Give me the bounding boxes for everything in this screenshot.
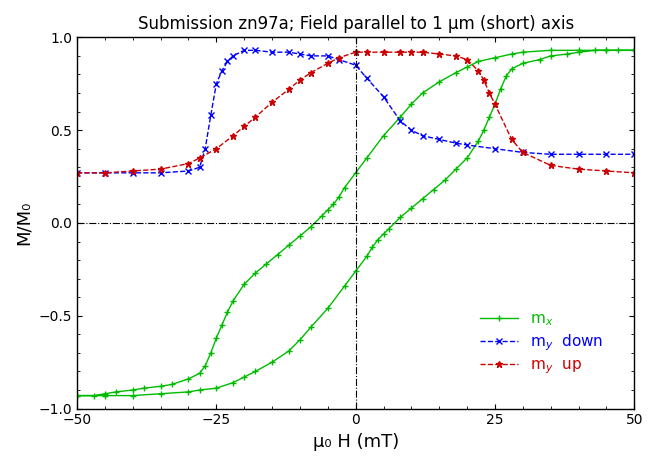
m$_y$  down (268, 49, 276, 55)
m$_y$  up (229, 133, 237, 138)
m$_y$  up (363, 49, 370, 55)
m$_y$  up (157, 166, 164, 172)
m$_y$  down (195, 164, 203, 170)
m$_y$  up (463, 57, 471, 62)
m$_y$  up (491, 102, 499, 107)
m$_x$ (324, 306, 332, 311)
m$_y$  up (603, 168, 611, 174)
Y-axis label: M/M₀: M/M₀ (15, 201, 33, 245)
m$_y$  down (218, 68, 226, 74)
m$_y$  up (452, 53, 460, 59)
m$_y$  down (251, 48, 259, 53)
m$_y$  up (184, 161, 192, 166)
m$_y$  down (324, 53, 332, 59)
m$_y$  up (474, 68, 482, 74)
m$_y$  down (184, 168, 192, 174)
m$_y$  up (73, 170, 81, 176)
Title: Submission zn97a; Field parallel to 1 μm (short) axis: Submission zn97a; Field parallel to 1 μm… (138, 15, 574, 33)
m$_y$  up (129, 168, 137, 174)
m$_y$  up (268, 100, 276, 105)
m$_y$  down (436, 137, 443, 142)
Line: m$_y$  up: m$_y$ up (74, 49, 638, 176)
m$_y$  up (240, 123, 248, 129)
m$_y$  up (574, 166, 582, 172)
m$_y$  up (195, 155, 203, 161)
X-axis label: μ₀ H (mT): μ₀ H (mT) (313, 433, 399, 451)
m$_y$  down (574, 151, 582, 157)
m$_x$ (157, 391, 164, 397)
m$_x$ (547, 48, 555, 53)
m$_y$  up (335, 55, 343, 61)
m$_x$ (341, 185, 349, 191)
m$_y$  up (324, 61, 332, 66)
m$_y$  down (547, 151, 555, 157)
m$_y$  down (630, 151, 638, 157)
m$_y$  up (547, 163, 555, 168)
m$_y$  up (630, 170, 638, 176)
m$_y$  up (407, 49, 415, 55)
Line: m$_y$  down: m$_y$ down (74, 47, 638, 176)
m$_y$  down (129, 170, 137, 176)
m$_y$  down (351, 62, 359, 68)
m$_y$  down (603, 151, 611, 157)
m$_y$  down (519, 150, 527, 155)
m$_y$  down (396, 118, 404, 123)
m$_y$  up (307, 70, 315, 75)
m$_y$  down (201, 146, 209, 151)
m$_y$  down (335, 57, 343, 62)
m$_y$  up (508, 137, 516, 142)
m$_x$ (213, 335, 220, 341)
m$_y$  up (351, 49, 359, 55)
Line: m$_x$: m$_x$ (74, 47, 638, 399)
m$_y$  up (101, 170, 109, 176)
m$_x$ (296, 337, 304, 343)
m$_y$  down (363, 75, 370, 81)
m$_y$  down (213, 81, 220, 87)
m$_y$  down (307, 53, 315, 59)
m$_y$  down (285, 49, 293, 55)
m$_y$  down (207, 112, 215, 118)
m$_y$  down (229, 53, 237, 59)
m$_y$  down (296, 51, 304, 57)
m$_y$  down (101, 170, 109, 176)
m$_y$  up (296, 77, 304, 83)
m$_y$  down (157, 170, 164, 176)
m$_y$  up (480, 77, 488, 83)
Legend: m$_x$, m$_y$  down, m$_y$  up: m$_x$, m$_y$ down, m$_y$ up (474, 305, 610, 383)
m$_x$ (73, 393, 81, 398)
m$_y$  up (251, 114, 259, 120)
m$_y$  down (463, 142, 471, 148)
m$_y$  up (519, 150, 527, 155)
m$_x$ (73, 393, 81, 398)
m$_y$  down (491, 146, 499, 151)
m$_y$  up (396, 49, 404, 55)
m$_y$  down (418, 133, 426, 138)
m$_y$  up (285, 87, 293, 92)
m$_y$  up (418, 49, 426, 55)
m$_y$  down (73, 170, 81, 176)
m$_y$  up (436, 51, 443, 57)
m$_y$  up (380, 49, 388, 55)
m$_y$  down (407, 127, 415, 133)
m$_y$  down (452, 140, 460, 146)
m$_y$  down (240, 48, 248, 53)
m$_y$  up (486, 90, 494, 96)
m$_y$  down (380, 94, 388, 100)
m$_y$  down (224, 59, 232, 64)
m$_y$  up (213, 146, 220, 151)
m$_x$ (441, 178, 449, 183)
